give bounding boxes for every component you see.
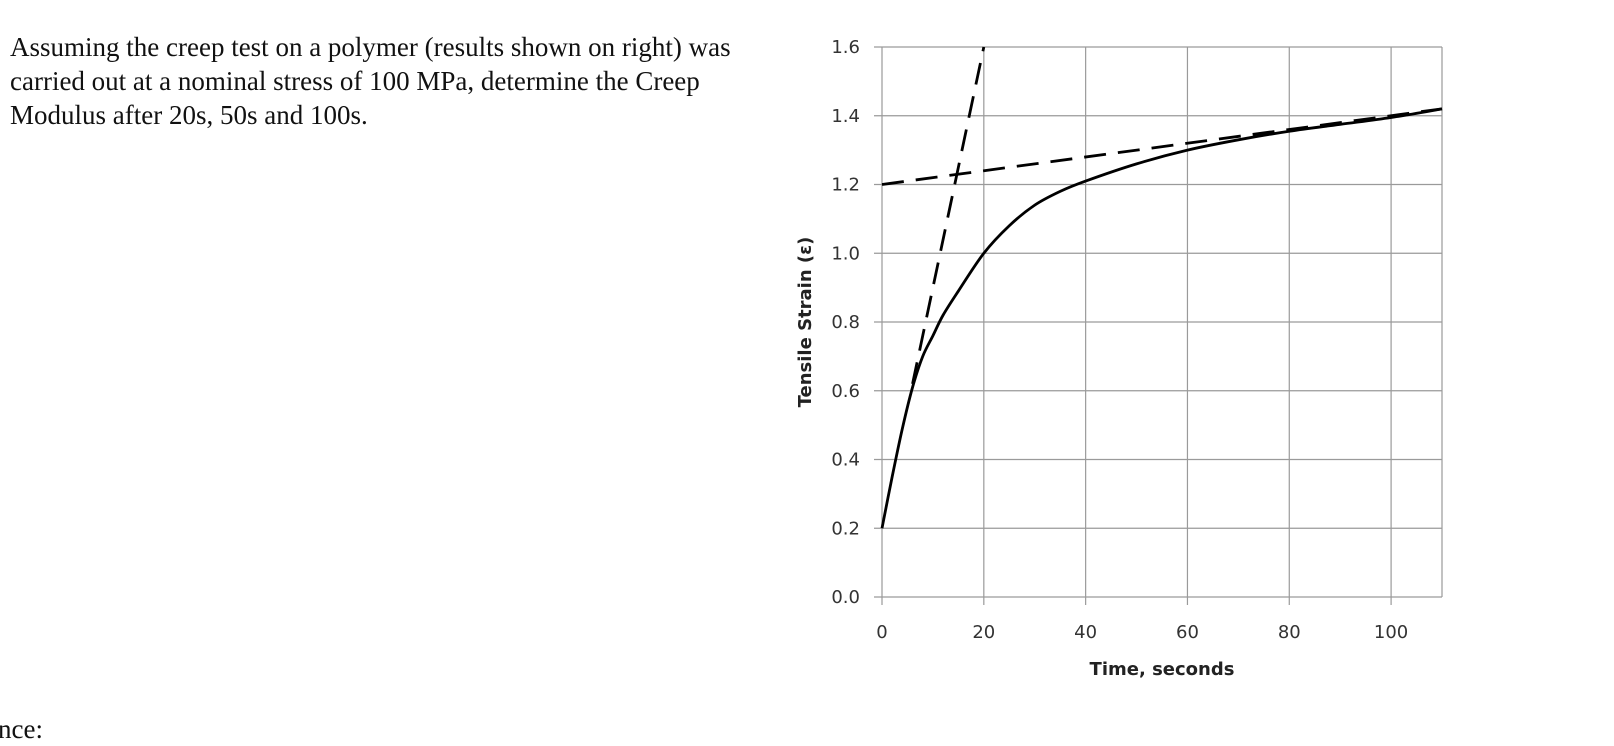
x-tick-label: 40	[1074, 622, 1097, 643]
y-tick-label: 0.6	[831, 381, 860, 402]
dashed-tangent-line-2	[881, 107, 1443, 186]
x-tick-label: 0	[876, 622, 887, 643]
x-tick-label: 100	[1374, 622, 1408, 643]
series-group	[880, 46, 1443, 529]
strain-curve	[880, 107, 1443, 529]
x-axis-title: Time, seconds	[1090, 659, 1235, 680]
y-tick-label: 1.0	[831, 243, 860, 264]
y-tick-label: 1.2	[831, 175, 860, 196]
x-tick-label: 80	[1278, 622, 1301, 643]
grid	[874, 46, 1443, 605]
y-tick-label: 1.4	[831, 106, 860, 127]
y-tick-label: 1.6	[831, 37, 860, 58]
dashed-tangent-line-1	[911, 46, 986, 385]
y-axis-title: Tensile Strain (ε)	[795, 237, 816, 408]
x-tick-label: 60	[1176, 622, 1199, 643]
problem-statement: Assuming the creep test on a polymer (re…	[10, 32, 731, 130]
tick-labels: 0.0 0.2 0.4 0.6 0.8 1.0 1.2 1.4 1.6 0 20 40 60 80 100	[831, 37, 1408, 643]
y-tick-label: 0.2	[831, 518, 860, 539]
x-tick-label: 20	[972, 622, 995, 643]
y-tick-label: 0.8	[831, 312, 860, 333]
y-tick-label: 0.4	[831, 450, 860, 471]
y-tick-label: 0.0	[831, 587, 860, 608]
